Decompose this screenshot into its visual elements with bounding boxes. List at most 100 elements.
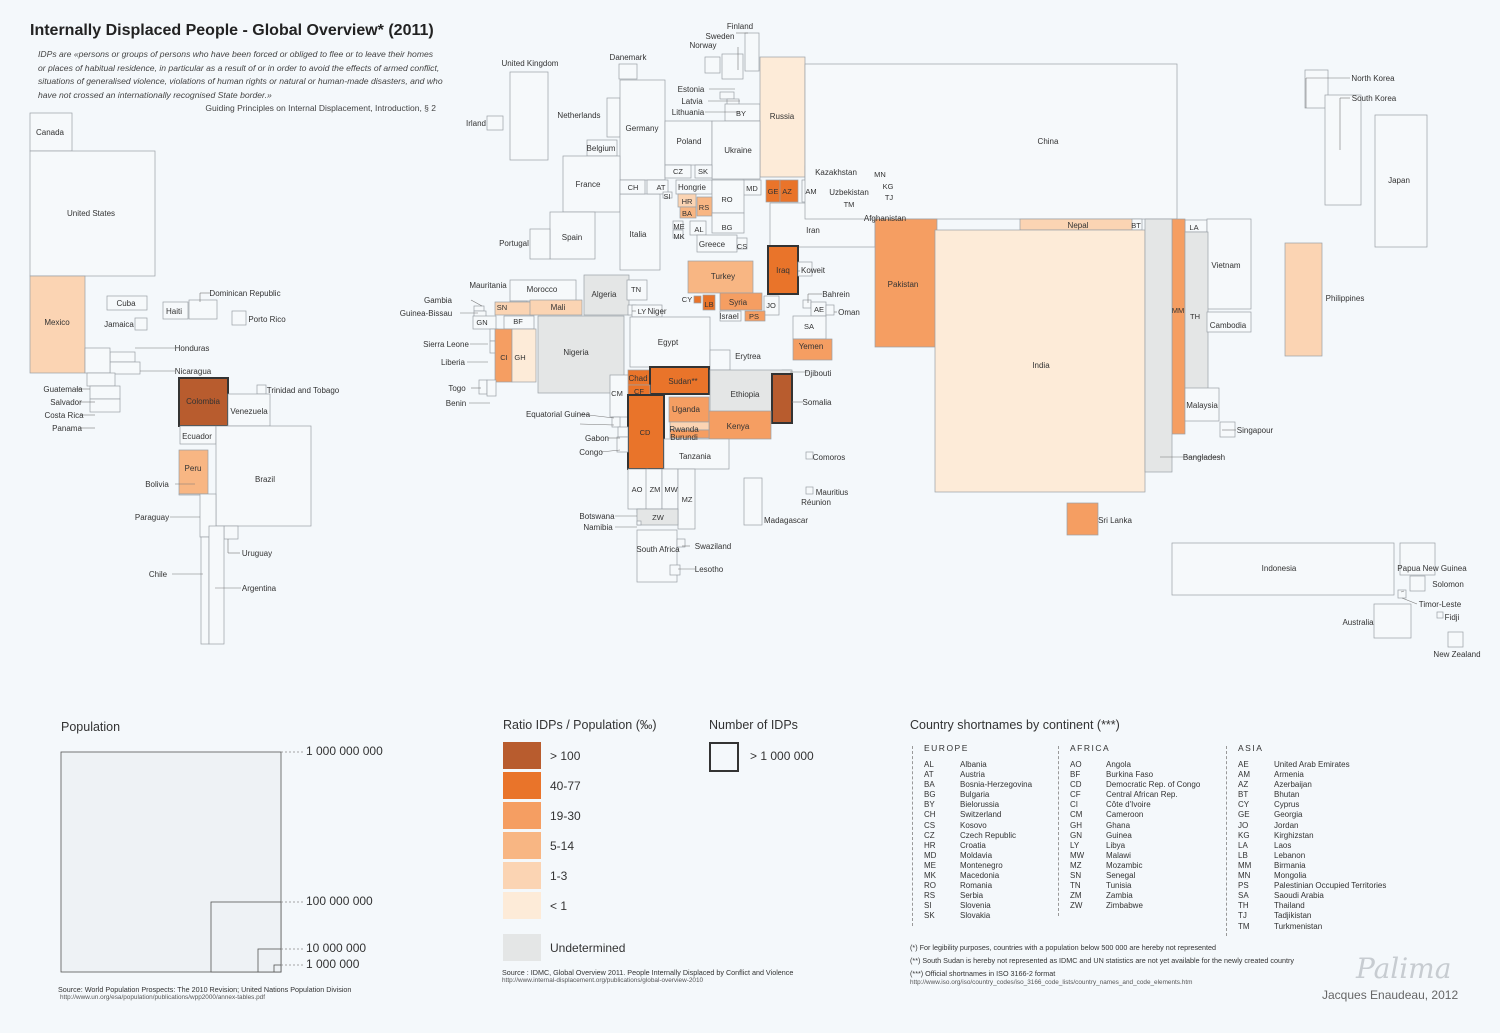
continent-heading: ASIA	[1238, 743, 1264, 753]
country-label-liberia: Liberia	[441, 358, 466, 367]
country-label-algeria: Algeria	[592, 290, 617, 299]
country-label-gabon: Gabon	[585, 434, 609, 443]
country-label-singapour: Singapour	[1237, 426, 1274, 435]
country-label-cy: CY	[682, 295, 692, 304]
country-rect-russia	[759, 56, 806, 178]
country-label-la: LA	[1189, 223, 1198, 232]
country-label-afghanistan: Afghanistan	[864, 214, 906, 223]
population-source: Source: World Population Prospects: The …	[58, 985, 352, 994]
country-label-malaysia: Malaysia	[1186, 401, 1218, 410]
leader-line	[579, 413, 615, 419]
pop-level-4: 1 000 000	[306, 957, 360, 971]
country-label-sweden: Sweden	[706, 32, 735, 41]
country-rect-lb	[702, 294, 716, 311]
country-label-china: China	[1038, 137, 1059, 146]
idp-definition-quote: IDPs are «persons or groups of persons w…	[38, 49, 443, 100]
country-rect-equatorial-guinea	[611, 416, 621, 428]
country-label-tm: TM	[844, 200, 855, 209]
country-label-estonia: Estonia	[678, 85, 705, 94]
country-rect-ch	[619, 179, 646, 195]
country-label-togo: Togo	[448, 384, 466, 393]
country-rect-turkey	[687, 260, 754, 294]
country-label-greece: Greece	[699, 240, 726, 249]
country-rect-sri-lanka	[1066, 502, 1099, 536]
country-label-philippines: Philippines	[1326, 294, 1365, 303]
country-label-south-africa: South Africa	[636, 545, 680, 554]
country-label-india: India	[1032, 361, 1050, 370]
leader-line	[1400, 590, 1405, 593]
country-rect-gabon	[617, 426, 629, 438]
country-rect-th	[1184, 231, 1209, 390]
country-rect-canada	[29, 112, 73, 152]
country-label-by: BY	[736, 109, 746, 118]
country-rect-norway	[704, 56, 721, 74]
country-label-kenya: Kenya	[727, 422, 750, 431]
country-label-hr: HR	[682, 197, 693, 206]
country-rect-portugal	[529, 228, 551, 260]
country-rect-solomon	[1409, 575, 1426, 592]
note-2: (**) South Sudan is hereby not represent…	[910, 956, 1294, 965]
country-rect-south-korea	[1324, 94, 1362, 206]
country-label-norway: Norway	[689, 41, 716, 50]
country-rect-syria	[719, 292, 763, 311]
country-rect-indonesia	[1171, 542, 1395, 596]
country-label-comoros: Comoros	[813, 453, 845, 462]
pop-level-1: 1 000 000 000	[306, 744, 383, 758]
country-label-latvia: Latvia	[681, 97, 703, 106]
country-label-north-korea: North Korea	[1351, 74, 1395, 83]
shortnames-title: Country shortnames by continent (***)	[910, 718, 1120, 732]
country-label-swaziland: Swaziland	[695, 542, 731, 551]
country-rect-comoros	[805, 451, 814, 460]
country-rect-cz	[664, 164, 692, 179]
country-label-sudan: Sudan**	[668, 377, 697, 386]
country-rect-timor-leste	[1397, 589, 1407, 599]
country-rect-singapour	[1219, 421, 1236, 438]
country-rect-united-kingdom	[509, 71, 549, 161]
country-label-ukraine: Ukraine	[724, 146, 752, 155]
country-label-papua-new-guinea: Papua New Guinea	[1397, 564, 1467, 573]
country-rect-uruguay	[223, 525, 239, 540]
country-names: Albania Austria Bosnia-Herzegovina Bulga…	[960, 760, 1033, 921]
country-label-cm: CM	[611, 389, 623, 398]
country-rect-gh	[511, 328, 537, 383]
country-label-gn: GN	[476, 318, 487, 327]
country-rect-dominican-republic	[188, 299, 218, 320]
ratio-source: Source : IDMC, Global Overview 2011. Peo…	[502, 968, 794, 977]
country-label-kazakhstan: Kazakhstan	[815, 168, 857, 177]
continent-divider	[1058, 746, 1059, 916]
country-label-australia: Australia	[1342, 618, 1374, 627]
country-codes: AO BF CD CF CI CM GH GN LY MW MZ SN TN Z…	[1070, 760, 1085, 911]
idps-label: > 1 000 000	[750, 749, 814, 763]
ratio-url: http://www.internal-displacement.org/pub…	[502, 977, 704, 984]
country-rect-india	[934, 229, 1146, 493]
country-label-france: France	[576, 180, 601, 189]
leader-line	[470, 299, 483, 307]
country-rect-salvador	[86, 372, 116, 387]
country-rect-guatemala	[84, 347, 111, 374]
country-label-morocco: Morocco	[527, 285, 558, 294]
country-rect-zw	[636, 508, 679, 526]
country-rect-trinidad-and-tobago	[256, 384, 267, 395]
ratio-swatch	[503, 832, 541, 859]
country-label-irland: Irland	[466, 119, 486, 128]
ratio-swatch	[503, 862, 541, 889]
quote-source: Guiding Principles on Internal Displacem…	[205, 103, 436, 113]
country-rect-madagascar	[743, 477, 763, 526]
country-label-chile: Chile	[149, 570, 168, 579]
country-rect-mz	[677, 468, 696, 530]
country-rect-danemark	[618, 63, 638, 80]
country-label-united-states: United States	[67, 209, 115, 218]
country-label-new-zealand: New Zealand	[1433, 650, 1480, 659]
ratio-label: 40-77	[550, 779, 581, 793]
country-rect-japan	[1374, 114, 1428, 248]
country-rect-bahrein	[802, 299, 812, 309]
country-rect-netherlands	[606, 97, 621, 138]
country-label-burundi: Burundi	[670, 433, 698, 442]
country-label-botswana: Botswana	[579, 512, 615, 521]
country-label-jo: JO	[766, 301, 776, 310]
country-label-israel: Israel	[719, 312, 739, 321]
undetermined-swatch	[503, 934, 541, 961]
country-label-vietnam: Vietnam	[1211, 261, 1241, 270]
country-label-ps: PS	[749, 312, 759, 321]
country-label-iran: Iran	[806, 226, 820, 235]
